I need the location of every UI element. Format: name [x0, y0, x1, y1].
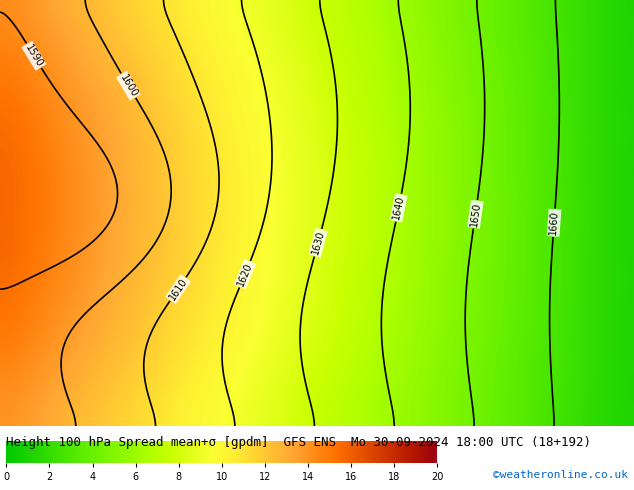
Text: Height 100 hPa Spread mean+σ [gpdm]  GFS ENS  Mo 30-09-2024 18:00 UTC (18+192): Height 100 hPa Spread mean+σ [gpdm] GFS …	[6, 436, 592, 449]
Text: 1600: 1600	[118, 73, 139, 99]
Text: 1640: 1640	[391, 195, 406, 221]
Text: 1650: 1650	[469, 201, 482, 227]
Text: 1620: 1620	[236, 261, 254, 288]
Text: 1590: 1590	[23, 43, 44, 69]
Text: ©weatheronline.co.uk: ©weatheronline.co.uk	[493, 470, 628, 480]
Text: 1630: 1630	[310, 230, 326, 256]
Text: 1660: 1660	[548, 210, 560, 235]
Text: 1610: 1610	[167, 276, 189, 302]
